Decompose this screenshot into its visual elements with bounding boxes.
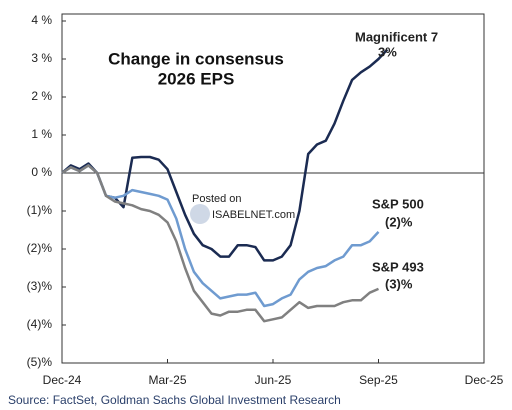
- series-line: [61, 164, 379, 323]
- series-line: [61, 164, 380, 308]
- y-tick-label: 1 %: [31, 127, 52, 141]
- x-tick-label: Dec-25: [465, 373, 504, 387]
- series-line: [61, 48, 389, 262]
- legend-label: S&P 500: [372, 196, 424, 211]
- x-tick-label: Dec-24: [43, 373, 82, 387]
- legend-label: S&P 493: [372, 259, 424, 274]
- watermark: ISABELNET.com: [212, 209, 295, 221]
- y-tick-label: 3 %: [31, 51, 52, 65]
- watermark: Posted on: [192, 193, 242, 205]
- y-tick-label: (3)%: [27, 279, 53, 293]
- x-tick-label: Sep-25: [359, 373, 398, 387]
- chart-title: 2026 EPS: [158, 69, 235, 88]
- x-tick-label: Mar-25: [148, 373, 186, 387]
- y-tick-label: 4 %: [31, 13, 52, 27]
- source: Source: FactSet, Goldman Sachs Global In…: [8, 393, 341, 407]
- chart-title: Change in consensus: [108, 49, 284, 68]
- legend-label: Magnificent 7: [355, 29, 438, 44]
- x-tick-label: Jun-25: [255, 373, 292, 387]
- series-annotation: (3)%: [385, 276, 413, 291]
- y-tick-label: (5)%: [27, 355, 53, 369]
- y-tick-label: (4)%: [27, 317, 53, 331]
- y-tick-label: 2 %: [31, 89, 52, 103]
- series-annotation: 3%: [378, 44, 397, 59]
- y-tick-label: 0 %: [31, 165, 52, 179]
- series-annotation: (2)%: [385, 214, 413, 229]
- y-tick-label: (1)%: [27, 203, 53, 217]
- watermark-icon: [190, 204, 210, 224]
- y-tick-label: (2)%: [27, 241, 53, 255]
